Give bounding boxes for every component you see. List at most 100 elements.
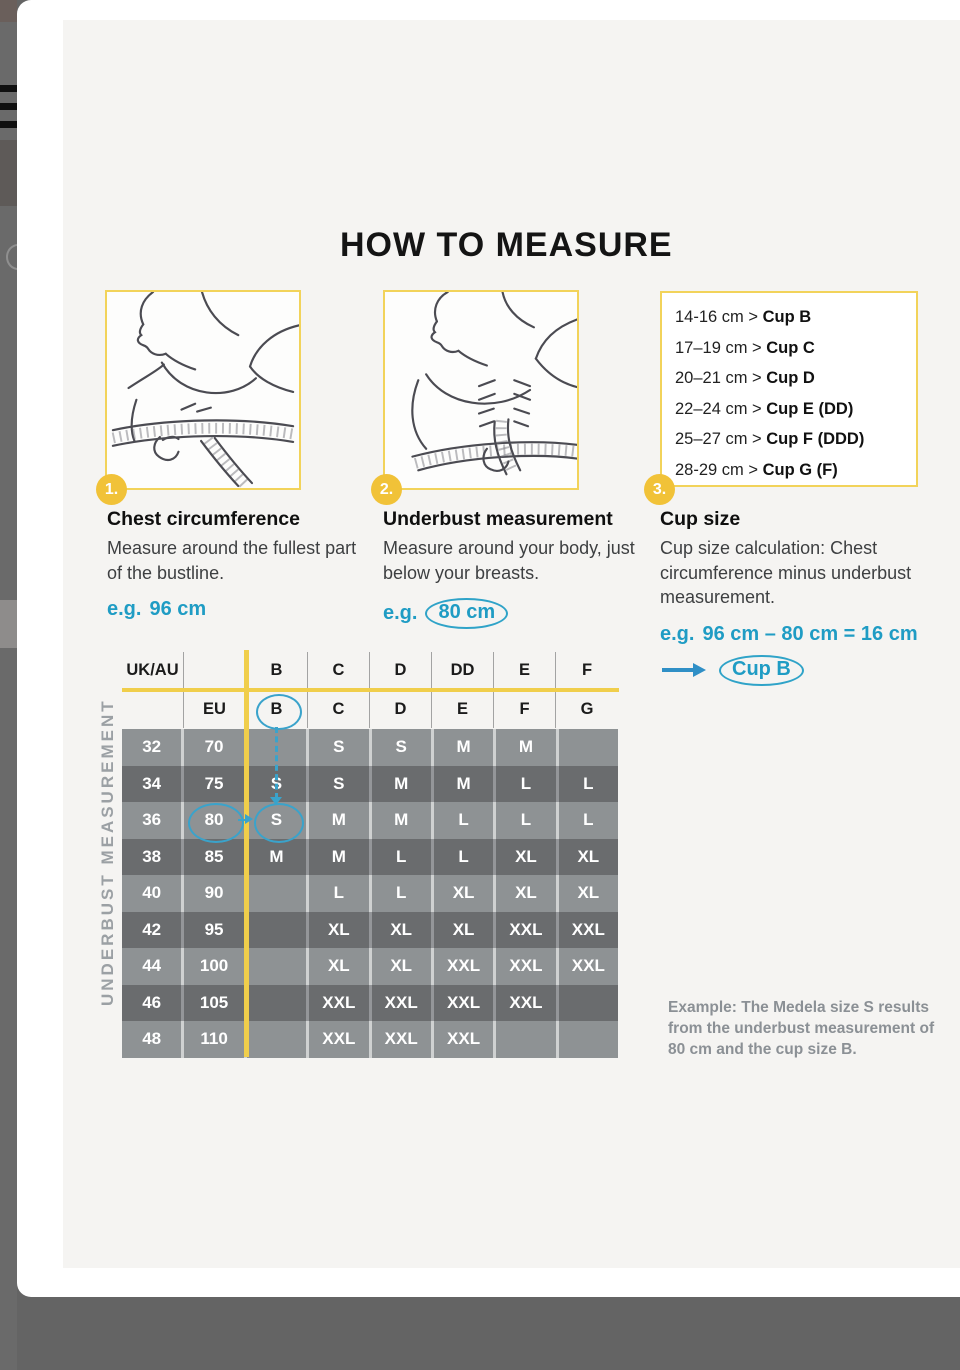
- size-cell: XXL: [558, 911, 618, 948]
- cup-range: 22–24 cm >: [675, 399, 767, 418]
- chest-sketch-drawing: [111, 292, 299, 488]
- cup-range: 28-29 cm >: [675, 460, 763, 479]
- cup-size-chart-list: 14-16 cm > Cup B 17–19 cm > Cup C 20–21 cm…: [675, 302, 916, 485]
- size-cell: XL: [371, 911, 431, 948]
- size-cell: XL: [371, 948, 431, 985]
- cup-label: Cup E (DD): [766, 399, 854, 418]
- step-1-badge: 1.: [96, 474, 127, 505]
- step-2-badge: 2.: [371, 474, 402, 505]
- highlight-dashed-line: [275, 727, 278, 799]
- highlight-dash-horizontal: [238, 819, 245, 821]
- size-cell: 48: [122, 1021, 182, 1058]
- size-cell: [246, 984, 307, 1021]
- step-2-example: e.g. 80 cm: [383, 598, 635, 629]
- size-cell: XXL: [371, 984, 431, 1021]
- size-cell: L: [433, 802, 494, 839]
- page-edge-dark-band: [0, 140, 17, 206]
- yellow-divider-horizontal: [122, 688, 619, 692]
- size-cell: XXL: [371, 1021, 431, 1058]
- cup-range: 25–27 cm >: [675, 430, 767, 448]
- arrow-right-icon: [662, 663, 706, 677]
- size-cell: S: [309, 765, 369, 802]
- cup-size-chart-box: 14-16 cm > Cup B 17–19 cm > Cup C 20–21 cm…: [660, 291, 918, 487]
- cup-label: Cup C: [766, 338, 815, 357]
- size-cell: 95: [184, 911, 244, 948]
- size-cell: M: [433, 729, 494, 766]
- cup-chart-line: 17–19 cm > Cup C: [675, 333, 916, 364]
- table-header-eu-row: EU B C D E F G: [122, 691, 618, 728]
- size-cell: [496, 1021, 556, 1058]
- step-3-heading: Cup size: [660, 508, 741, 530]
- step-2-eg-prefix: e.g.: [383, 602, 418, 624]
- size-cell: XL: [496, 875, 556, 912]
- header2-cell-4: D: [370, 691, 432, 728]
- size-cell: M: [246, 838, 307, 875]
- header1-cell-3: C: [308, 652, 370, 689]
- header2-cell-1: EU: [184, 691, 246, 728]
- step-2-section: Underbust measurement Measure around you…: [383, 508, 635, 629]
- cup-label: Cup F (DDD): [766, 430, 865, 448]
- size-cell: XL: [433, 911, 494, 948]
- size-cell: M: [433, 765, 494, 802]
- header1-cell-4: D: [370, 652, 432, 689]
- step-3-badge: 3.: [644, 474, 675, 505]
- cup-range: 17–19 cm >: [675, 338, 767, 357]
- step-1-heading: Chest circumference: [107, 508, 300, 530]
- size-cell: 38: [122, 838, 182, 875]
- header2-cell-6: F: [494, 691, 556, 728]
- size-cell: M: [371, 765, 431, 802]
- size-cell: XXL: [309, 1021, 369, 1058]
- cup-label: Cup B: [762, 308, 812, 326]
- size-cell: [246, 948, 307, 985]
- size-cell: 70: [184, 729, 244, 766]
- size-row-48: 48 110 XXL XXL XXL: [122, 1021, 618, 1058]
- size-cell: XXL: [433, 984, 494, 1021]
- size-cell: 34: [122, 765, 182, 802]
- header1-cell-1: [184, 652, 246, 689]
- size-cell: L: [309, 875, 369, 912]
- page-title: HOW TO MEASURE: [340, 226, 673, 264]
- size-cell: L: [496, 802, 556, 839]
- step-1-example: e.g. 96 cm: [107, 598, 357, 621]
- step-3-result-oval: Cup B: [719, 654, 804, 686]
- size-cell: L: [496, 765, 556, 802]
- size-cell: 32: [122, 729, 182, 766]
- step-1-section: Chest circumference Measure around the f…: [107, 508, 357, 621]
- size-cell: XL: [309, 948, 369, 985]
- size-row-46: 46 105 XXL XXL XXL XXL: [122, 984, 618, 1021]
- header2-cell-3: C: [308, 691, 370, 728]
- menu-icon[interactable]: [0, 85, 17, 92]
- header1-cell-0: UK/AU: [122, 652, 184, 689]
- size-cell: M: [496, 729, 556, 766]
- size-cell: XXL: [309, 984, 369, 1021]
- size-cell: XXL: [558, 948, 618, 985]
- menu-icon[interactable]: [0, 121, 17, 128]
- size-cell: S: [309, 729, 369, 766]
- size-cell: 46: [122, 984, 182, 1021]
- size-cell: XL: [558, 838, 618, 875]
- menu-icon[interactable]: [0, 103, 17, 110]
- partial-button-arc: [6, 244, 17, 270]
- step-3-body: Cup size calculation: Chest circumferenc…: [660, 538, 912, 607]
- size-cell: L: [558, 802, 618, 839]
- size-cell: [558, 1021, 618, 1058]
- yellow-divider-vertical: [244, 650, 249, 1057]
- size-row-44: 44 100 XL XL XXL XXL XXL: [122, 948, 618, 985]
- chest-measurement-illustration: [105, 290, 301, 490]
- header1-cell-7: F: [581, 661, 593, 679]
- size-row-42: 42 95 XL XL XL XXL XXL: [122, 911, 618, 948]
- cup-label: Cup D: [766, 369, 815, 387]
- size-row-32: 32 70 S S M M: [122, 729, 618, 766]
- size-cell: 40: [122, 875, 182, 912]
- highlight-dash-arrowhead-right: [245, 814, 258, 824]
- size-cell: 44: [122, 948, 182, 985]
- cup-label: Cup G (F): [762, 460, 838, 479]
- size-cell: 42: [122, 911, 182, 948]
- step-3-section: Cup size Cup size calculation: Chest cir…: [660, 508, 922, 686]
- size-cell: 90: [184, 875, 244, 912]
- size-cell: XL: [496, 838, 556, 875]
- size-cell: XXL: [496, 948, 556, 985]
- size-cell: L: [433, 838, 494, 875]
- header1-cell-2: B: [246, 652, 308, 689]
